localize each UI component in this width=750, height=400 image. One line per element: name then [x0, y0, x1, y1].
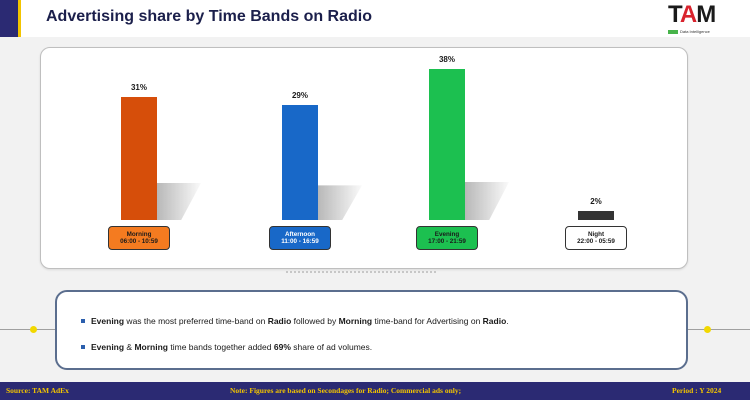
left-connector-line: [0, 329, 56, 330]
bar-shadow: [465, 182, 509, 220]
tam-logo: TAM Data Intelligence: [668, 3, 740, 39]
category-label-morning: Morning 06:00 - 10:59: [108, 226, 170, 250]
value-label-morning: 31%: [130, 82, 147, 92]
category-name: Evening: [434, 230, 460, 238]
left-accent-stripe: [0, 0, 18, 37]
category-label-evening: Evening 17:00 - 21:59: [416, 226, 478, 250]
category-name: Afternoon: [284, 230, 316, 238]
category-label-afternoon: Afternoon 11:00 - 16:59: [269, 226, 331, 250]
insight-text-segment: .: [506, 316, 509, 326]
left-accent-stripe-yellow: [18, 0, 21, 37]
logo-wordmark: TAM: [668, 3, 740, 27]
category-time-range: 11:00 - 16:59: [281, 238, 319, 245]
bullet-icon: [81, 344, 85, 349]
bar-afternoon: [282, 104, 318, 220]
chart-panel-divider: [286, 271, 436, 273]
insight-text-segment: &: [124, 342, 135, 352]
insight-text-segment: time-band for Advertising on: [372, 316, 483, 326]
insight-text-segment: Evening: [91, 342, 125, 352]
logo-tagline: Data Intelligence: [668, 29, 740, 34]
value-label-night: 2%: [590, 197, 602, 206]
page-title: Advertising share by Time Bands on Radio: [46, 8, 372, 25]
insights-panel: Evening was the most preferred time-band…: [55, 290, 688, 370]
left-connector-dot: [30, 326, 37, 333]
footer-note: Note: Figures are based on Secondages fo…: [230, 386, 462, 395]
chart-panel: 31% Morning 06:00 - 10:59 29% Afternoon 11:00…: [40, 47, 688, 269]
insight-line-1: Evening was the most preferred time-band…: [81, 316, 509, 326]
category-time-range: 06:00 - 10:59: [120, 238, 158, 245]
bullet-icon: [81, 318, 85, 323]
logo-letter-a: A: [679, 1, 697, 28]
header-bar: [0, 0, 750, 37]
logo-letter-t: T: [668, 1, 681, 28]
insight-text-segment: time bands together added: [168, 342, 274, 352]
insight-text-segment: Evening: [91, 316, 125, 326]
insight-text-segment: Radio: [267, 316, 292, 326]
bar-shadow: [157, 183, 201, 220]
category-name: Night: [587, 230, 605, 238]
footer-period: Period : Y 2024: [672, 386, 722, 395]
logo-letter-m: M: [696, 1, 716, 28]
insight-text-segment: Morning: [134, 342, 168, 352]
bar-morning: [121, 96, 157, 220]
bar-evening: [429, 69, 465, 220]
logo-green-mark: [668, 29, 678, 34]
insight-text-segment: Morning: [338, 316, 373, 326]
bar-shadow: [318, 185, 362, 220]
insight-text-segment: Radio: [482, 316, 507, 326]
right-connector-line: [688, 329, 750, 330]
right-connector-dot: [704, 326, 711, 333]
category-name: Morning: [126, 230, 152, 238]
value-label-afternoon: 29%: [291, 90, 308, 100]
bar-night: [578, 211, 614, 220]
insight-text-segment: followed by: [291, 316, 339, 326]
insight-line-2: Evening & Morning time bands together ad…: [81, 342, 372, 352]
insight-text-segment: was the most preferred time-band on: [124, 316, 268, 326]
footer-source: Source: TAM AdEx: [6, 386, 69, 395]
footer-bar: Source: TAM AdEx Note: Figures are based…: [0, 382, 750, 400]
category-time-range: 17:00 - 21:59: [428, 238, 466, 245]
value-label-evening: 38%: [438, 55, 455, 64]
category-time-range: 22:00 - 05:59: [577, 238, 615, 245]
insight-text-segment: share of ad volumes.: [290, 342, 373, 352]
category-label-night: Night 22:00 - 05:59: [565, 226, 627, 250]
insight-text-segment: 69%: [273, 342, 291, 352]
